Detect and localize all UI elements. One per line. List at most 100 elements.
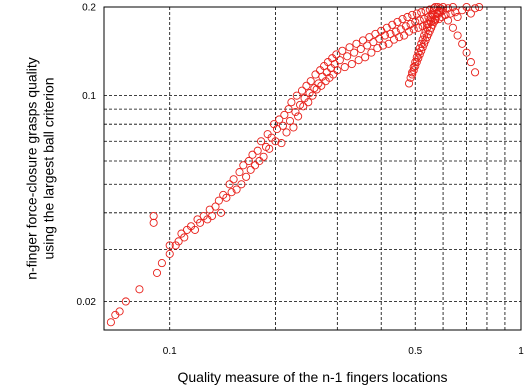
data-point xyxy=(174,237,183,246)
data-point xyxy=(253,146,262,155)
data-point xyxy=(352,39,361,48)
data-point xyxy=(306,77,315,86)
data-point xyxy=(317,81,326,90)
data-point xyxy=(308,91,317,100)
data-point xyxy=(242,172,251,181)
data-point xyxy=(135,285,144,294)
plot-frame xyxy=(103,6,522,331)
data-point xyxy=(106,318,115,327)
data-point xyxy=(157,259,166,268)
data-point xyxy=(329,70,338,79)
data-point xyxy=(411,62,420,71)
data-point xyxy=(285,116,295,126)
data-point xyxy=(412,53,421,62)
data-point xyxy=(395,33,404,42)
data-point xyxy=(408,70,417,79)
x-axis-ticks: 0.1 0.5 1 xyxy=(163,346,524,357)
data-point xyxy=(237,180,246,189)
data-point xyxy=(345,43,354,52)
data-point xyxy=(277,139,286,148)
x-tick-label: 0.5 xyxy=(408,346,422,357)
data-point xyxy=(414,54,423,63)
data-point xyxy=(311,70,320,79)
y-tick-label: 0.02 xyxy=(77,297,97,308)
data-point xyxy=(444,16,453,25)
data-point xyxy=(214,196,223,205)
data-point xyxy=(265,144,274,153)
data-point xyxy=(380,31,390,40)
data-point xyxy=(149,218,158,227)
data-point xyxy=(453,31,462,40)
data-point xyxy=(462,48,471,57)
data-point xyxy=(291,107,300,117)
data-point xyxy=(347,60,356,69)
y-axis-label: n-finger force-closure grasps qualityusi… xyxy=(24,57,57,280)
data-point xyxy=(282,128,291,137)
data-point xyxy=(398,15,407,24)
data-point xyxy=(302,81,311,90)
x-tick-label: 0.1 xyxy=(163,346,177,357)
data-point xyxy=(299,102,308,111)
data-point xyxy=(289,123,298,132)
data-point xyxy=(367,48,376,57)
data-point xyxy=(222,193,231,202)
data-point xyxy=(251,161,260,170)
data-point xyxy=(404,79,414,88)
data-point xyxy=(471,68,480,77)
data-point xyxy=(232,185,241,194)
data-point xyxy=(257,137,266,146)
data-point xyxy=(386,29,395,38)
y-tick-label: 0.2 xyxy=(82,3,96,14)
data-point xyxy=(412,58,421,67)
data-point xyxy=(358,36,368,45)
data-point xyxy=(417,8,426,17)
data-point xyxy=(314,79,323,88)
data-point xyxy=(379,41,388,50)
data-point xyxy=(421,27,430,36)
data-point xyxy=(403,12,412,22)
data-point xyxy=(284,105,293,114)
data-point xyxy=(356,44,365,54)
data-point xyxy=(363,41,372,50)
data-point xyxy=(418,43,427,52)
data-point xyxy=(412,9,421,18)
data-point xyxy=(332,50,341,59)
data-point xyxy=(225,180,234,189)
data-point xyxy=(343,52,352,61)
data-point xyxy=(278,121,287,130)
x-axis-label: Quality measure of the n-1 fingers locat… xyxy=(177,369,447,385)
data-point xyxy=(115,307,124,316)
data-point xyxy=(275,115,284,124)
data-point xyxy=(393,17,402,26)
data-point xyxy=(471,4,480,13)
data-point xyxy=(354,56,363,65)
data-point xyxy=(453,12,462,22)
data-point xyxy=(171,241,180,250)
data-point xyxy=(248,150,257,159)
data-point xyxy=(196,218,205,227)
data-point xyxy=(361,53,370,62)
data-point xyxy=(350,48,359,57)
data-point xyxy=(287,98,296,107)
data-point xyxy=(211,202,220,211)
data-point xyxy=(338,46,347,55)
data-point xyxy=(414,23,423,32)
data-point xyxy=(271,137,280,146)
data-point xyxy=(190,225,200,234)
data-point xyxy=(305,89,314,98)
data-point xyxy=(466,58,475,67)
data-point xyxy=(165,249,174,258)
x-tick-label: 1 xyxy=(518,346,524,357)
data-point xyxy=(297,86,307,95)
data-point xyxy=(292,91,301,100)
data-point xyxy=(389,35,399,44)
data-point xyxy=(304,98,313,107)
data-point xyxy=(408,10,417,19)
data-point xyxy=(149,212,158,221)
data-point xyxy=(384,39,393,48)
data-point xyxy=(409,25,418,34)
data-point xyxy=(229,175,238,184)
data-point xyxy=(404,27,414,36)
data-point xyxy=(165,241,174,250)
